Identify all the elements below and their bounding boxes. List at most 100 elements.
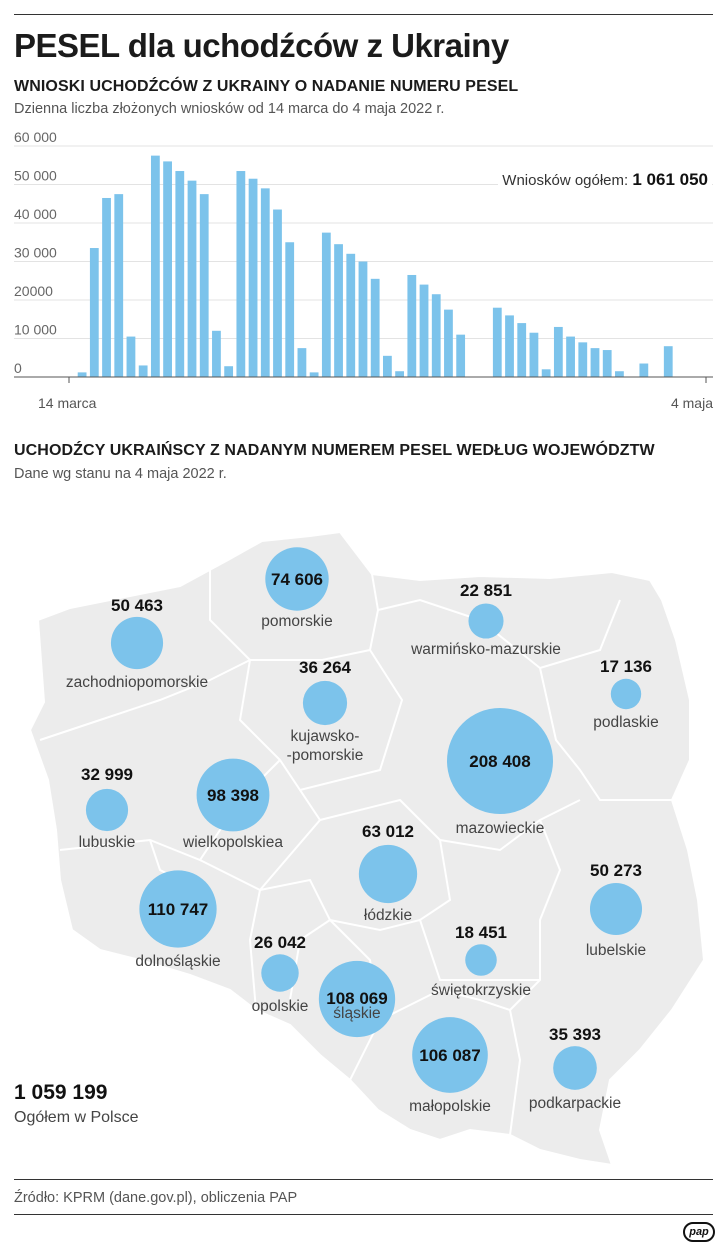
bubble-warminsko-mazurskie <box>468 603 504 639</box>
bubble-wielkopolskie <box>196 758 270 832</box>
region-label-swietokrzyskie: świętokrzyskie <box>431 982 531 999</box>
poland-total-label: Ogółem w Polsce <box>14 1109 139 1126</box>
map-subheading: Dane wg stanu na 4 maja 2022 r. <box>14 466 227 482</box>
y-tick-label: 50 000 <box>14 168 57 184</box>
bar-25.03 <box>212 330 221 377</box>
y-tick-label: 40 000 <box>14 206 57 222</box>
y-tick-label: 10 000 <box>14 322 57 338</box>
poland-total-value: 1 059 199 <box>14 1081 108 1104</box>
bar-17.03 <box>114 194 124 377</box>
bar-07.04 <box>370 278 380 377</box>
bar-22.04 <box>553 326 563 377</box>
bar-24.03 <box>199 194 209 377</box>
bar-20.04 <box>529 332 539 377</box>
bubble-podlaskie <box>610 678 642 710</box>
bar-23.03 <box>187 180 197 377</box>
source-rule <box>14 1179 713 1180</box>
bar-01.04 <box>297 348 307 377</box>
region-label-kujawsko-pomorskie: kujawsko- <box>291 728 360 745</box>
bar-28.03 <box>248 178 258 377</box>
region-label-podkarpackie: podkarpackie <box>529 1095 621 1112</box>
bar-19.03 <box>138 365 148 377</box>
value-label-kujawsko-pomorskie: 36 264 <box>299 658 352 677</box>
bar-31.03 <box>285 242 295 377</box>
region-label-malopolskie: małopolskie <box>409 1098 491 1115</box>
bubble-zachodniopomorskie <box>110 616 164 670</box>
bar-08.04 <box>382 355 392 377</box>
y-tick-label: 60 000 <box>14 130 57 145</box>
x-end-label: 4 maja <box>671 395 713 411</box>
top-rule <box>14 14 713 15</box>
bar-11.04 <box>419 284 429 377</box>
value-label-slaskie: 108 069 <box>326 989 387 1008</box>
bar-chart: 0 10 000 20000 30 000 40 000 50 000 60 000 14 m… <box>14 130 713 411</box>
region-label-podlaskie: podlaskie <box>593 714 659 731</box>
bar-18.03 <box>126 336 136 377</box>
poland-outline <box>28 530 706 1167</box>
bar-14.03 <box>77 372 87 377</box>
bar-22.03 <box>175 171 185 377</box>
bar-21.04 <box>541 369 551 377</box>
bar-06.04 <box>358 261 368 377</box>
bubble-mazowieckie <box>447 708 553 814</box>
value-label-lodzkie: 63 012 <box>362 822 414 841</box>
region-label-mazowieckie: mazowieckie <box>456 820 545 837</box>
region-label-slaskie: śląskie <box>333 1005 380 1022</box>
region-label-dolnoslaskie: dolnośląskie <box>135 953 220 970</box>
bar-13.04 <box>444 309 453 377</box>
region-label-warminsko-mazurskie: warmińsko-mazurskie <box>410 641 561 658</box>
total-applications-value: 1 061 050 <box>632 170 708 189</box>
total-applications-box: Wniosków ogółem: 1 061 050 <box>498 168 712 192</box>
value-label-swietokrzyskie: 18 451 <box>455 923 507 942</box>
bar-12.04 <box>431 294 441 377</box>
chart-subheading: Dzienna liczba złożonych wniosków od 14 … <box>14 101 445 117</box>
total-applications-label: Wniosków ogółem: <box>502 172 629 189</box>
x-start-label: 14 marca <box>38 395 97 411</box>
bubble-malopolskie <box>412 1017 488 1093</box>
value-label-warminsko-mazurskie: 22 851 <box>460 581 512 600</box>
bar-18.04 <box>505 315 514 377</box>
bar-21.03 <box>163 161 172 377</box>
bar-09.04 <box>395 371 405 377</box>
bar-30.03 <box>273 209 282 377</box>
value-label-lubuskie: 32 999 <box>81 765 133 784</box>
region-label-lubelskie: lubelskie <box>586 942 646 959</box>
bubble-podkarpackie <box>553 1046 597 1090</box>
region-borders <box>39 560 672 1136</box>
bar-27.04 <box>615 371 624 377</box>
region-label-lubuskie: lubuskie <box>79 834 136 851</box>
y-tick-label: 30 000 <box>14 245 57 261</box>
region-label-opolskie: opolskie <box>252 998 309 1015</box>
bar-19.04 <box>517 323 527 377</box>
bubble-opolskie <box>261 954 299 992</box>
bubble-lubelskie <box>589 882 643 936</box>
bar-24.04 <box>578 342 588 377</box>
region-label-zachodniopomorskie: zachodniopomorskie <box>66 674 208 691</box>
y-tick-label: 20000 <box>14 283 53 299</box>
bubble-pomorskie <box>265 547 329 611</box>
bar-25.04 <box>590 348 600 377</box>
value-label-opolskie: 26 042 <box>254 933 306 952</box>
bar-01.05 <box>663 346 673 377</box>
value-label-wielkopolskie: 98 398 <box>207 786 259 805</box>
value-label-zachodniopomorskie: 50 463 <box>111 596 163 615</box>
bar-17.04 <box>492 307 502 377</box>
bar-16.03 <box>102 197 111 377</box>
map-heading: UCHODŹCY UKRAIŃSCY Z NADANYM NUMEREM PES… <box>14 442 655 459</box>
poland-map: 74 606 pomorskie 50 463 zachodniopomorskie 2… <box>28 530 706 1167</box>
bar-15.03 <box>89 248 99 377</box>
value-label-podlaskie: 17 136 <box>600 657 652 676</box>
bubble-dolnoslaskie <box>139 870 217 948</box>
bar-26.04 <box>602 350 612 377</box>
bar-27.03 <box>236 171 246 377</box>
bar-10.04 <box>407 274 417 377</box>
chart-heading: WNIOSKI UCHODŹCÓW Z UKRAINY O NADANIE NU… <box>14 78 519 95</box>
bubble-lodzkie <box>358 844 418 904</box>
bar-20.03 <box>150 155 160 377</box>
region-label-pomorskie: pomorskie <box>261 613 333 630</box>
bubble-slaskie <box>318 960 396 1038</box>
value-label-pomorskie: 74 606 <box>271 570 323 589</box>
value-label-mazowieckie: 208 408 <box>469 752 530 771</box>
bubble-swietokrzyskie <box>465 944 497 976</box>
bubble-kujawsko-pomorskie <box>302 680 348 726</box>
